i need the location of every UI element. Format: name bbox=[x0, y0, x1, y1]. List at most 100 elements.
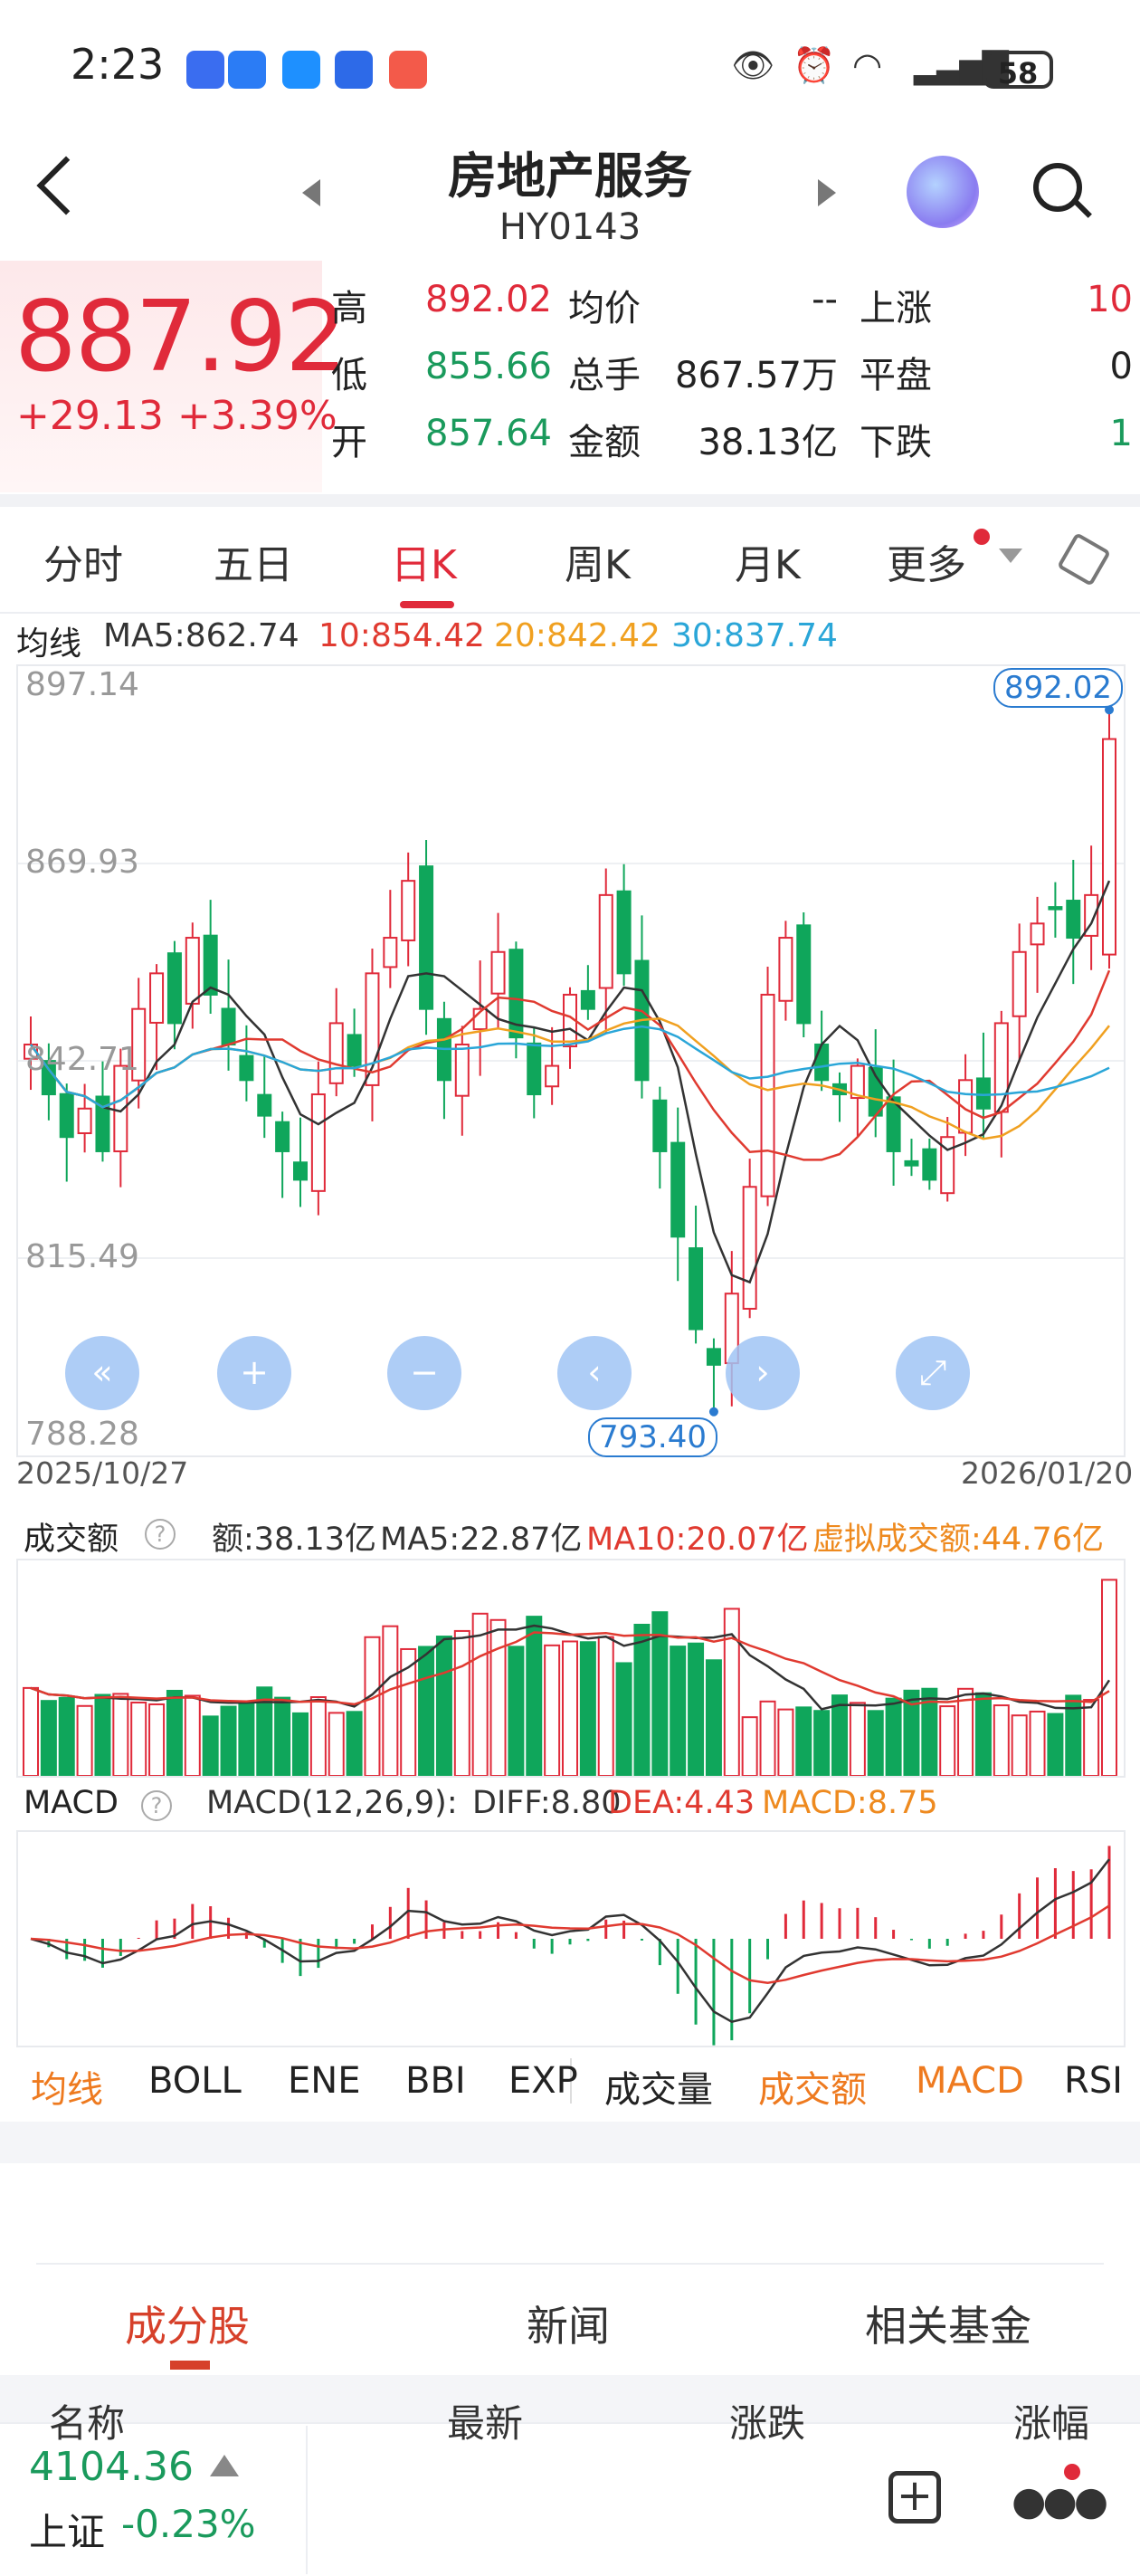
notification-dot bbox=[1064, 2464, 1080, 2480]
tab-5[interactable]: 更多 bbox=[887, 542, 966, 588]
section-tab-0[interactable]: 成分股 bbox=[125, 2302, 250, 2351]
candle-body bbox=[1012, 950, 1027, 1017]
candle-body bbox=[59, 1092, 74, 1139]
more-icon[interactable]: ●●● bbox=[1012, 2478, 1108, 2524]
stat-label: 平盘 bbox=[860, 355, 932, 396]
scroll-start-button[interactable]: « bbox=[65, 1336, 139, 1410]
candle-body bbox=[1066, 900, 1081, 940]
volume-bar bbox=[633, 1623, 651, 1776]
scroll-left-button[interactable]: ‹ bbox=[557, 1336, 632, 1410]
active-section-indicator bbox=[170, 2361, 210, 2370]
candle-body bbox=[598, 893, 613, 989]
diff-line bbox=[30, 1858, 1110, 2024]
section-tab-2[interactable]: 相关基金 bbox=[865, 2302, 1031, 2351]
y-tick-top: 897.14 bbox=[25, 666, 139, 703]
settings-icon[interactable] bbox=[1056, 531, 1112, 587]
volume-bar bbox=[615, 1662, 632, 1776]
indicator-tab-6[interactable]: 成交额 bbox=[758, 2069, 867, 2111]
stat-label: 低 bbox=[331, 355, 367, 396]
candle-body bbox=[706, 1348, 721, 1366]
table-header-1[interactable]: 最新 bbox=[447, 2401, 524, 2446]
macd-value: MACD:8.75 bbox=[762, 1785, 938, 1821]
dropdown-icon[interactable] bbox=[999, 549, 1022, 563]
macd-diff: DIFF:8.80 bbox=[472, 1785, 622, 1821]
voice-app-icon bbox=[335, 51, 373, 89]
indicator-tab-2[interactable]: ENE bbox=[288, 2060, 361, 2102]
candle-body bbox=[131, 1007, 147, 1082]
indicator-tab-8[interactable]: RSI bbox=[1064, 2060, 1123, 2102]
tab-2[interactable]: 日K bbox=[391, 542, 457, 588]
stat-value: -- bbox=[812, 279, 838, 320]
indicator-tab-1[interactable]: BOLL bbox=[148, 2060, 242, 2102]
volume-bar bbox=[562, 1640, 578, 1776]
tab-0[interactable]: 分时 bbox=[43, 542, 123, 588]
candle-body bbox=[975, 1077, 991, 1110]
stat-label: 上涨 bbox=[860, 288, 932, 329]
status-time: 2:23 bbox=[71, 40, 165, 89]
table-header-2[interactable]: 涨跌 bbox=[729, 2401, 806, 2446]
candle-body bbox=[850, 1064, 865, 1100]
stat-value: 855.66 bbox=[425, 346, 552, 387]
volume-amount: 额:38.13亿 bbox=[212, 1522, 376, 1558]
volume-svg bbox=[23, 1579, 1117, 1776]
y-tick: 869.93 bbox=[25, 844, 139, 881]
kline-chart[interactable] bbox=[16, 664, 1126, 1457]
next-stock-icon[interactable] bbox=[818, 179, 836, 206]
app-notification-icon bbox=[186, 51, 224, 89]
volume-bar bbox=[993, 1704, 1010, 1776]
stat-value: 10 bbox=[1087, 279, 1133, 320]
indicator-tab-5[interactable]: 成交量 bbox=[604, 2069, 713, 2111]
macd-chart[interactable] bbox=[16, 1830, 1126, 2047]
table-header-0[interactable]: 名称 bbox=[49, 2401, 126, 2446]
volume-bar bbox=[759, 1700, 776, 1776]
volume-bar bbox=[309, 1696, 327, 1776]
volume-bar bbox=[76, 1704, 93, 1776]
volume-chart[interactable] bbox=[16, 1559, 1126, 1778]
indicator-tab-0[interactable]: 均线 bbox=[31, 2069, 103, 2111]
indicator-tab-4[interactable]: EXP bbox=[508, 2060, 578, 2102]
prev-stock-icon[interactable] bbox=[302, 179, 320, 206]
candle-body bbox=[796, 924, 812, 1025]
bottom-divider bbox=[306, 2426, 308, 2574]
add-watchlist-icon[interactable]: + bbox=[888, 2471, 941, 2524]
stat-label: 高 bbox=[331, 288, 367, 329]
index-value[interactable]: 4104.36 bbox=[29, 2444, 194, 2490]
volume-bar bbox=[777, 1708, 794, 1776]
tab-3[interactable]: 周K bbox=[565, 542, 631, 588]
section-divider bbox=[0, 494, 1140, 507]
zoom-out-button[interactable]: − bbox=[387, 1336, 461, 1410]
volume-bar bbox=[597, 1636, 614, 1776]
kline-svg bbox=[18, 705, 1124, 1417]
table-header-3[interactable]: 涨幅 bbox=[1013, 2401, 1090, 2446]
volume-bar bbox=[526, 1616, 543, 1776]
scroll-right-button[interactable]: › bbox=[726, 1336, 800, 1410]
indicator-tab-3[interactable]: BBI bbox=[405, 2060, 466, 2102]
candle-body bbox=[778, 937, 793, 1002]
candle-body bbox=[77, 1107, 92, 1134]
active-tab-indicator bbox=[400, 601, 454, 608]
candle-body bbox=[113, 1064, 128, 1153]
high-marker: 892.02 bbox=[993, 668, 1123, 708]
candle-body bbox=[1048, 906, 1063, 911]
tab-1[interactable]: 五日 bbox=[214, 542, 293, 588]
candle-body bbox=[652, 1099, 668, 1152]
assistant-avatar-icon[interactable] bbox=[907, 156, 979, 228]
zoom-in-button[interactable]: + bbox=[217, 1336, 291, 1410]
candle-body bbox=[166, 952, 182, 1025]
help-icon[interactable]: ? bbox=[145, 1519, 176, 1550]
indicator-tab-7[interactable]: MACD bbox=[916, 2060, 1024, 2102]
volume-bar bbox=[346, 1711, 363, 1776]
fullscreen-button[interactable]: ⤢ bbox=[896, 1336, 970, 1410]
help-icon[interactable]: ? bbox=[141, 1790, 172, 1821]
stat-label: 下跌 bbox=[860, 422, 932, 463]
volume-bar bbox=[220, 1705, 237, 1776]
tab-4[interactable]: 月K bbox=[735, 542, 801, 588]
section-tab-1[interactable]: 新闻 bbox=[527, 2302, 610, 2351]
candle-body bbox=[328, 1022, 344, 1084]
search-icon[interactable] bbox=[1033, 163, 1082, 212]
volume-bar bbox=[453, 1629, 470, 1776]
candle-body bbox=[419, 865, 434, 1010]
macd-dea: DEA:4.43 bbox=[608, 1785, 755, 1821]
index-name: 上证 bbox=[29, 2510, 106, 2554]
candle-body bbox=[545, 1064, 560, 1088]
